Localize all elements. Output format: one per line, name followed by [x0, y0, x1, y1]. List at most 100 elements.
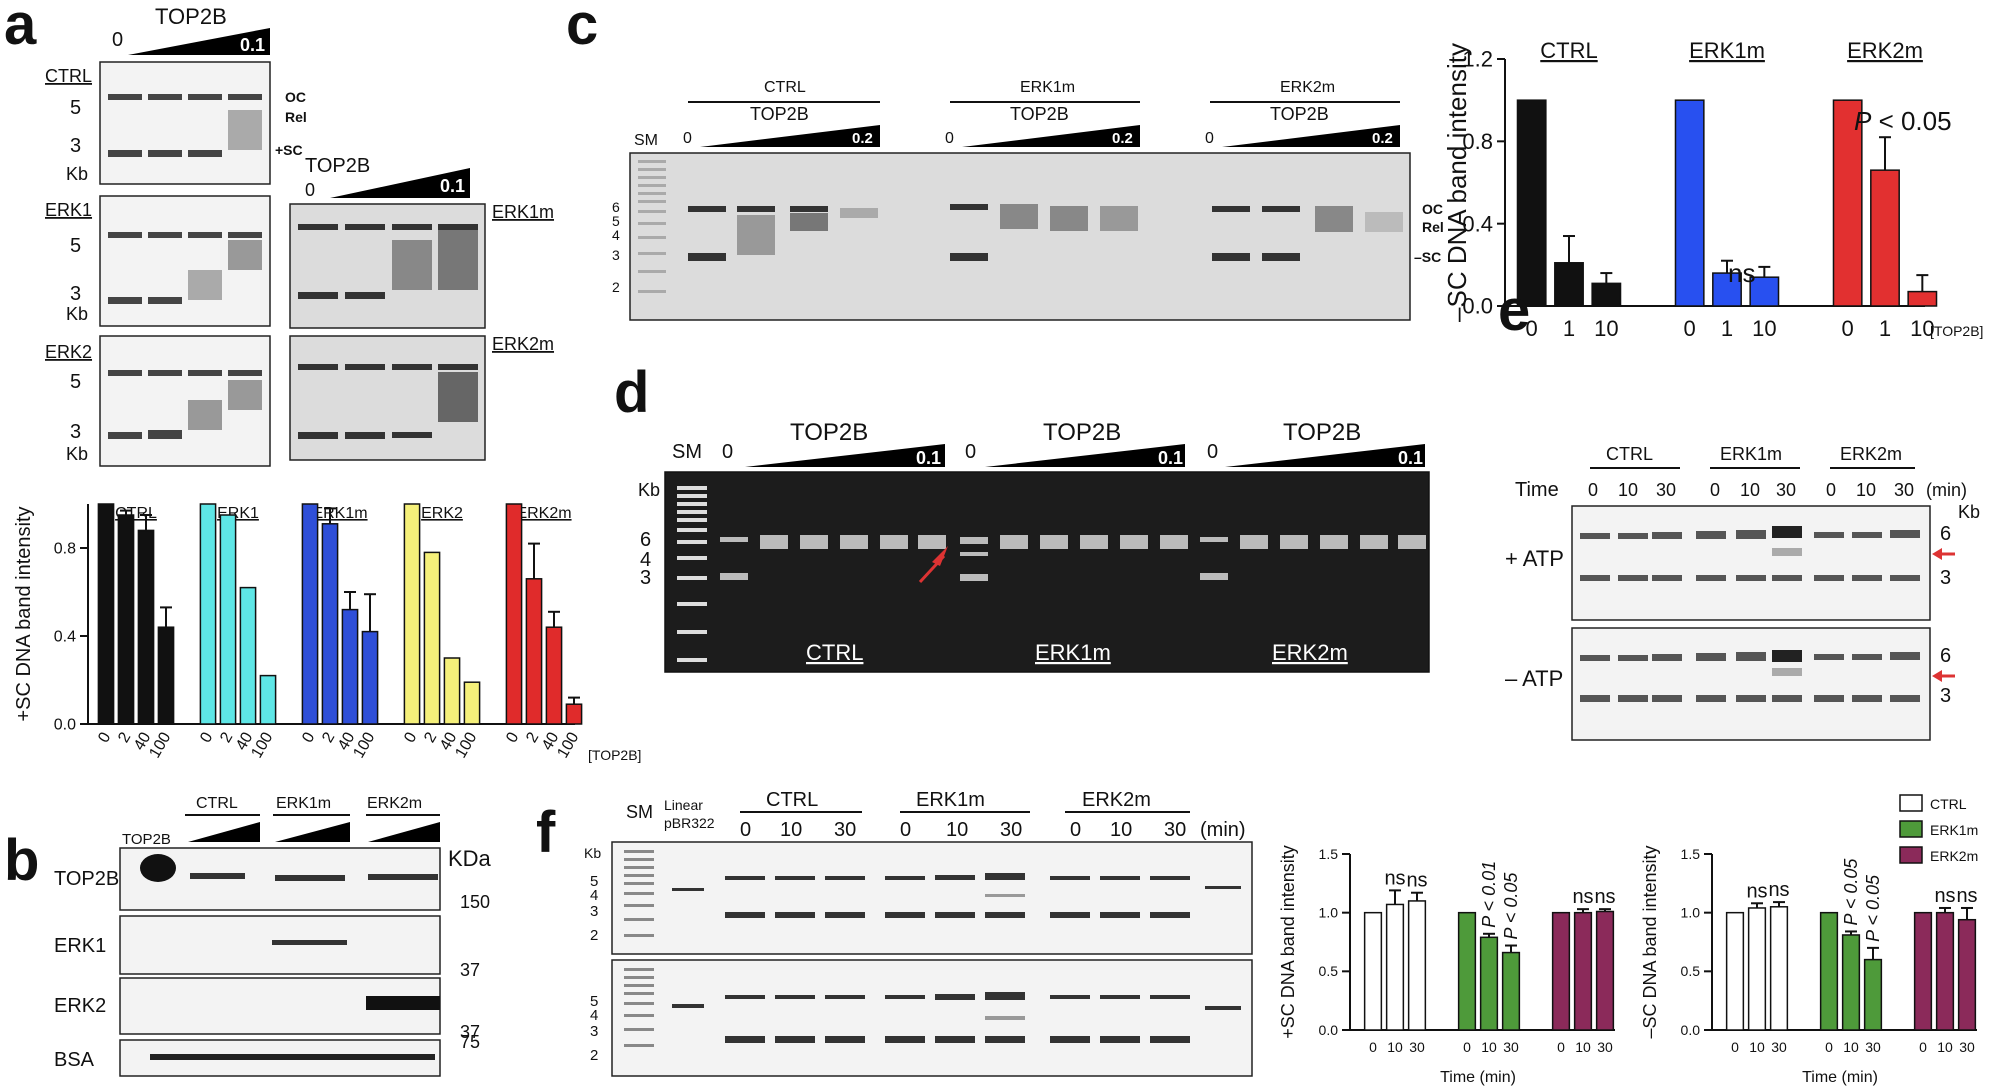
- x-tick-label: 100: [248, 729, 276, 761]
- bar: [97, 503, 115, 725]
- bar: [137, 529, 155, 725]
- bar: [1573, 911, 1593, 1031]
- c-tick-6: 6: [612, 199, 620, 215]
- f-t30-3: 30: [1164, 819, 1186, 841]
- y-tick-label: 1.0: [1319, 905, 1339, 921]
- panel-letter-f: f: [536, 800, 556, 865]
- f-t10-3: 10: [1110, 819, 1132, 841]
- a-rel-label: Rel: [285, 109, 307, 125]
- c-tick-4: 4: [612, 227, 620, 243]
- c-group-erk1m: ERK1m: [1020, 79, 1075, 96]
- c-top2b-3: TOP2B: [1270, 104, 1329, 124]
- d-group-erk1m: ERK1m: [1035, 640, 1111, 665]
- bar: [1363, 911, 1383, 1031]
- bar: [1907, 290, 1938, 307]
- f-tick-4b: 4: [590, 1007, 598, 1024]
- x-tick-label: 40: [539, 729, 563, 753]
- a-top2b-label-2: TOP2B: [305, 155, 370, 177]
- bar: [1591, 282, 1622, 307]
- bar: [1595, 910, 1615, 1031]
- b-mw-37a: 37: [460, 960, 480, 980]
- x-tick-label: 10: [1387, 1039, 1403, 1055]
- e-t0-3: 0: [1826, 480, 1836, 500]
- e-tick-6b: 6: [1940, 645, 1951, 667]
- f-t0-2: 0: [900, 819, 911, 841]
- f-t0-3: 0: [1070, 819, 1081, 841]
- x-tick-label: 0: [1684, 316, 1696, 341]
- panel-letter-b: b: [4, 828, 39, 893]
- x-tick-label: 10: [1481, 1039, 1497, 1055]
- b-lane-top2b: TOP2B: [122, 831, 171, 848]
- e-t0-1: 0: [1588, 480, 1598, 500]
- group-label: CTRL: [1540, 38, 1597, 63]
- a-conc-label-2: 0.1: [440, 176, 465, 196]
- d-zero-1: 0: [722, 441, 733, 463]
- e-gel-minus-atp: [1571, 627, 1931, 741]
- bar: [1957, 918, 1977, 1031]
- d-zero-2: 0: [965, 441, 976, 463]
- group-label: ERK1m: [1689, 38, 1765, 63]
- y-tick-label: 0.8: [54, 541, 76, 558]
- e-t10-3: 10: [1856, 480, 1876, 500]
- d-group-ctrl: CTRL: [806, 640, 863, 665]
- f-tick-3b: 3: [590, 1023, 598, 1040]
- e-group-ctrl: CTRL: [1606, 444, 1653, 464]
- y-tick-label: 0.4: [54, 629, 76, 646]
- a-oc-label: OC: [285, 89, 306, 105]
- y-tick-label: 0.0: [54, 717, 76, 734]
- a-top2b-label: TOP2B: [155, 4, 227, 29]
- f-tick-5b: 5: [590, 993, 598, 1010]
- a-zero-label: 0: [112, 29, 123, 51]
- x-tick-label: 10: [1843, 1039, 1859, 1055]
- c-conc-2: 0.2: [1112, 130, 1133, 147]
- b-mw-37b: 37: [460, 1022, 480, 1042]
- e-kb: Kb: [1958, 502, 1980, 522]
- y-tick-label: 0.8: [1462, 129, 1493, 154]
- y-tick-label: 1.0: [1681, 905, 1701, 921]
- f-linear-2: pBR322: [664, 815, 715, 831]
- chart-f-left: 0.0 0.5 1.0 1.5 +SC DNA band intensity 0 10 30 0…: [1278, 845, 1616, 1086]
- bar: [1769, 906, 1789, 1031]
- y-tick-label: 0.0: [1319, 1022, 1339, 1038]
- e-t30-3: 30: [1894, 480, 1914, 500]
- e-min-label: (min): [1926, 480, 1967, 500]
- annotation-p: P < 0.05: [1854, 106, 1952, 136]
- b-row-erk2: ERK2: [54, 995, 106, 1017]
- x-tick-label: 1: [1879, 316, 1891, 341]
- bar: [545, 626, 563, 725]
- x-tick-label: 0: [1731, 1039, 1739, 1055]
- a-tick-3-ctrl: 3: [70, 135, 81, 157]
- y-tick-label: 0.5: [1319, 963, 1339, 979]
- annotation-ns: ns: [1572, 886, 1593, 908]
- bar: [1832, 99, 1863, 307]
- d-sm-label: SM: [672, 441, 702, 463]
- a-gel-label-ctrl: CTRL: [45, 66, 92, 86]
- annotation-p: P < 0.05: [1841, 858, 1861, 926]
- d-group-erk2m: ERK2m: [1272, 640, 1348, 665]
- panel-letter-e: e: [1498, 278, 1530, 343]
- e-t30-1: 30: [1656, 480, 1676, 500]
- f-group-erk1m: ERK1m: [916, 789, 985, 811]
- f-gel-top: [611, 841, 1253, 955]
- e-t10-1: 10: [1618, 480, 1638, 500]
- bar: [1516, 99, 1547, 307]
- x-tick-label: 1: [1721, 316, 1733, 341]
- f-t0-1: 0: [740, 819, 751, 841]
- group-label: ERK1m: [312, 505, 367, 522]
- y-tick-label: 1.5: [1681, 846, 1701, 862]
- e-row-minus-atp: – ATP: [1505, 666, 1563, 691]
- x-tick-label: 0: [1526, 316, 1538, 341]
- x-tick-label: 0: [197, 729, 216, 745]
- d-zero-3: 0: [1207, 441, 1218, 463]
- b-group-erk1m: ERK1m: [276, 795, 331, 812]
- x-tick-label: 30: [1865, 1039, 1881, 1055]
- e-t0-2: 0: [1710, 480, 1720, 500]
- x-tick-label: 30: [1503, 1039, 1519, 1055]
- c-top2b-2: TOP2B: [1010, 104, 1069, 124]
- f-tick-5a: 5: [590, 873, 598, 890]
- bar: [321, 523, 339, 725]
- legend-swatch: [1899, 820, 1923, 838]
- annotation-ns: ns: [1728, 258, 1755, 288]
- x-axis-title: [TOP2B]: [1930, 323, 1983, 339]
- y-axis-title: –SC DNA band intensity: [1640, 845, 1660, 1038]
